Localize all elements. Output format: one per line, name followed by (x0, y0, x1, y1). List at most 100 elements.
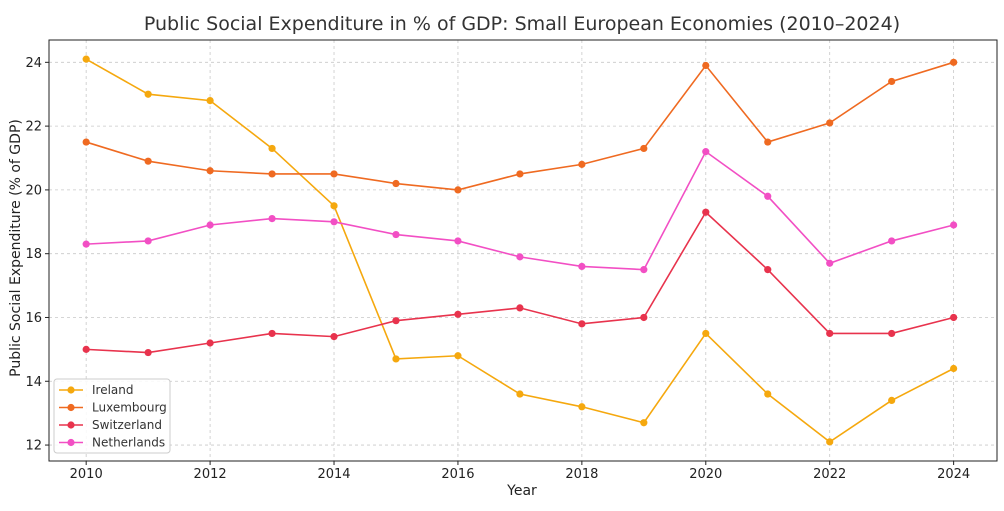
data-point (888, 396, 896, 405)
data-point (950, 364, 958, 373)
data-point (330, 170, 338, 178)
data-point (702, 208, 710, 216)
data-point (206, 96, 214, 105)
data-point (702, 329, 710, 338)
data-point (888, 329, 896, 338)
legend-label: Ireland (92, 383, 134, 397)
data-point (640, 144, 648, 153)
legend-swatch-marker (67, 386, 75, 394)
axis-ticks: 2010 2012 2014 2016 2018 2020 2022 202412141618… (25, 56, 970, 482)
x-tick-label: 2024 (937, 467, 970, 482)
series-switzerland (82, 208, 958, 357)
data-point (764, 138, 772, 146)
legend-item-ireland: Ireland (59, 383, 134, 397)
y-tick-label: 12 (25, 439, 42, 454)
data-point (764, 192, 772, 200)
data-point (454, 186, 462, 194)
legend-box (53, 378, 171, 454)
data-point (950, 221, 958, 229)
data-point (330, 218, 338, 226)
series-line (85, 58, 954, 443)
data-point (578, 160, 586, 168)
legend-swatch-marker (67, 438, 75, 447)
data-point (392, 355, 400, 363)
data-point (640, 266, 648, 274)
legend-item-switzerland: Switzerland (59, 418, 162, 432)
data-point (578, 262, 586, 271)
y-tick-label: 16 (25, 311, 42, 326)
data-point (764, 266, 772, 274)
legend-label: Switzerland (92, 418, 162, 432)
data-point (578, 320, 586, 328)
data-point (206, 167, 214, 175)
data-point (826, 259, 834, 267)
data-point (826, 329, 834, 338)
data-point (826, 438, 834, 446)
x-tick-label: 2012 (194, 467, 227, 482)
data-point (454, 352, 462, 360)
data-point (516, 170, 524, 178)
data-point (268, 170, 276, 178)
data-point (330, 333, 338, 341)
data-point (268, 215, 276, 223)
legend-item-netherlands: Netherlands (59, 436, 165, 450)
x-axis-label: Year (506, 483, 537, 499)
y-tick-label: 14 (25, 375, 42, 390)
data-point (82, 240, 90, 248)
y-tick-label: 18 (25, 247, 42, 262)
data-point (950, 313, 958, 322)
data-point (82, 55, 90, 63)
series-luxembourg (82, 58, 958, 194)
legend-label: Luxembourg (92, 401, 167, 415)
data-point (640, 419, 648, 427)
data-point (826, 119, 834, 127)
x-tick-label: 2020 (689, 467, 722, 482)
data-point (206, 339, 214, 347)
data-point (702, 148, 710, 156)
legend-label: Netherlands (92, 436, 165, 450)
data-point (640, 313, 648, 322)
data-point (888, 237, 896, 245)
data-point (578, 403, 586, 411)
data-point (206, 221, 214, 229)
series-line (86, 150, 954, 271)
data-point (454, 237, 462, 245)
series-line (86, 210, 954, 354)
chart-title: Public Social Expenditure in % of GDP: S… (144, 13, 900, 35)
plot-area (48, 39, 998, 462)
data-point (82, 345, 90, 353)
data-point (392, 230, 400, 239)
data-point (392, 179, 400, 188)
grid (49, 40, 997, 461)
x-tick-label: 2018 (565, 467, 598, 482)
data-point (144, 90, 152, 98)
y-tick-label: 22 (25, 120, 42, 135)
data-point (516, 253, 524, 261)
data-point (268, 144, 276, 153)
data-point (392, 317, 400, 325)
series-layer (82, 55, 958, 446)
data-point (82, 138, 90, 146)
legend-swatch-marker (67, 403, 75, 412)
data-point (454, 310, 462, 318)
data-point (702, 61, 710, 70)
data-point (516, 390, 524, 398)
data-point (268, 329, 276, 338)
data-point (888, 77, 896, 86)
data-point (144, 348, 152, 357)
data-point (144, 237, 152, 245)
data-point (516, 304, 524, 312)
x-tick-label: 2022 (813, 467, 846, 482)
y-axis-label: Public Social Expenditure (% of GDP) (8, 119, 24, 377)
legend-swatch-marker (67, 421, 75, 429)
series-ireland (82, 55, 958, 446)
y-tick-label: 24 (25, 56, 42, 71)
legend-item-luxembourg: Luxembourg (59, 401, 167, 415)
x-tick-label: 2016 (441, 467, 474, 482)
x-tick-label: 2010 (70, 467, 103, 482)
series-netherlands (82, 148, 958, 274)
data-point (144, 157, 152, 165)
data-point (764, 390, 772, 398)
legend: Ireland Luxembourg Switzerland Netherlands (53, 378, 171, 454)
